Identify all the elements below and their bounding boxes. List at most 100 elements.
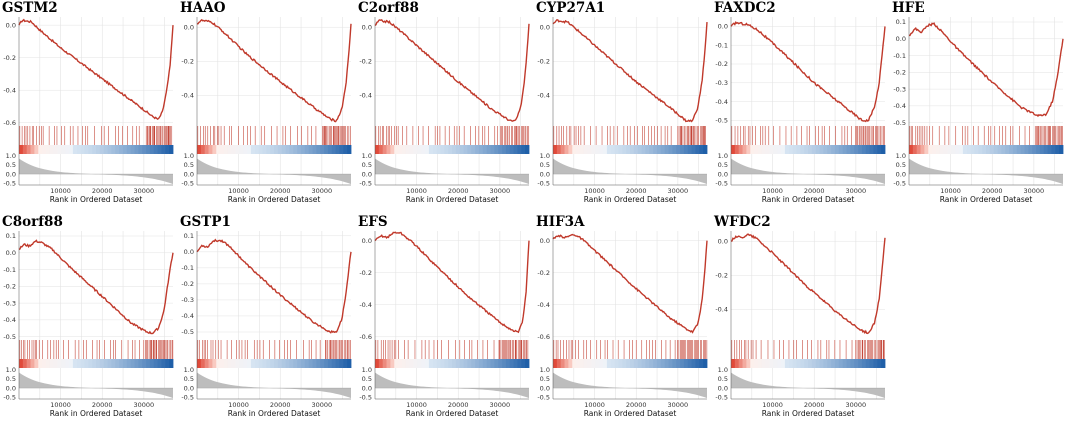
x-tick-label: 10000 [940,187,961,195]
metric-tick-label: 0.0 [896,170,906,178]
metric-tick-label: 0.5 [540,161,550,169]
heatmap-cell [436,145,441,154]
heatmap-cell [266,359,271,368]
x-tick-label: 20000 [982,187,1003,195]
heatmap-cell [122,145,128,154]
heatmap-cell [448,359,453,368]
heatmap-cell [610,359,615,368]
heatmap-cell [99,145,105,154]
heatmap-cell [703,359,708,368]
heatmap-cell [413,359,418,368]
heatmap-cell [339,359,344,368]
heatmap-cell [316,359,321,368]
metric-tick-label: -0.5 [3,393,16,401]
heatmap-cell [1032,145,1037,154]
heatmap-cell [502,359,507,368]
x-tick-label: 20000 [270,401,291,409]
heatmap-cell [1020,145,1025,154]
heatmap-cell [161,359,166,368]
heatmap-cell [618,359,623,368]
heatmap-cell [304,359,310,368]
gsea-panel: GSTP1 0.1 0.0 -0.1 -0.2 -0.3 -0.4 -0.5 1.0 0.5 0.0… [180,214,358,424]
metric-tick-label: 1.0 [362,366,372,374]
y-tick-label: 0.1 [896,18,906,26]
ranked-metric-area [553,158,707,185]
heatmap-cell [1051,145,1056,154]
heatmap-cell [517,145,522,154]
heatmap-cell [796,359,801,368]
heatmap-cell [630,145,635,154]
heatmap-cell [754,145,759,154]
x-tick-label: 20000 [92,401,113,409]
x-axis-label: Rank in Ordered Dataset [50,195,143,204]
heatmap-cell [386,359,391,368]
metric-tick-label: 1.0 [896,152,906,160]
metric-tick-label: -0.5 [181,179,194,187]
heatmap-cell [436,359,441,368]
heatmap-cell [754,359,759,368]
heatmap-cell [486,145,491,154]
chart-title: HFE [892,0,925,16]
gsea-panel: HAAO 0.0 -0.2 -0.4 1.0 0.5 0.0 -0.5 10000 20000 30… [180,0,358,210]
gsea-chart: C8orf880.10.0-0.1-0.2-0.3-0.4-0.51.00.50… [2,214,174,418]
heatmap-cell [757,359,763,368]
heatmap-cell [146,145,151,154]
heatmap-cell [703,145,708,154]
heatmap-cell [568,145,573,154]
heatmap-cell [576,359,581,368]
heatmap-cell [405,359,411,368]
heatmap-cell [823,359,828,368]
y-tick-label: 0.0 [362,23,372,31]
heatmap-cell [327,145,333,154]
metric-tick-label: 1.0 [184,366,194,374]
heatmap-cell [386,145,391,154]
x-axis-label: Rank in Ordered Dataset [584,195,677,204]
heatmap-cell [645,145,650,154]
heatmap-cell [277,145,283,154]
heatmap-cell [1005,145,1010,154]
heatmap-cell [831,145,836,154]
heatmap-cell [347,145,352,154]
heatmap-cell [587,359,592,368]
heatmap-cell [471,145,476,154]
heatmap-cell [877,359,882,368]
heatmap-cell [463,359,468,368]
heatmap-cell [200,359,206,368]
heatmap-cell [38,145,43,154]
heatmap-cell [142,145,147,154]
heatmap-cell [672,145,677,154]
heatmap-cell [316,145,321,154]
heatmap-cell [869,145,874,154]
gsea-panel: HFE 0.1 0.0 -0.1 -0.2 -0.3 -0.4 -0.5 1.0 0.5 0.0 -0… [892,0,1065,210]
heatmap-cell [846,145,851,154]
heatmap-cell [591,359,596,368]
heatmap-cell [796,145,801,154]
metric-tick-label: 0.5 [540,375,550,383]
heatmap-cell [331,359,336,368]
heatmap-cell [428,359,434,368]
heatmap-cell [521,145,526,154]
heatmap-cell [695,145,700,154]
heatmap-cell [997,145,1002,154]
heatmap-cell [618,145,623,154]
heatmap-cell [165,359,170,368]
heatmap-cell [119,145,124,154]
y-tick-label: -0.4 [3,316,16,324]
heatmap-cell [854,359,859,368]
heatmap-cell [928,145,933,154]
y-tick-label: -0.4 [3,86,16,94]
heatmap-cell [738,145,743,154]
heatmap-cell [773,359,778,368]
y-tick-label: 0.0 [362,237,372,245]
heatmap-cell [42,145,47,154]
metric-tick-label: -0.5 [181,393,194,401]
heatmap-cell [509,359,514,368]
heatmap-cell [343,145,348,154]
heatmap-cell [788,359,793,368]
heatmap-cell [134,359,139,368]
heatmap-cell [482,145,488,154]
heatmap-cell [343,359,348,368]
